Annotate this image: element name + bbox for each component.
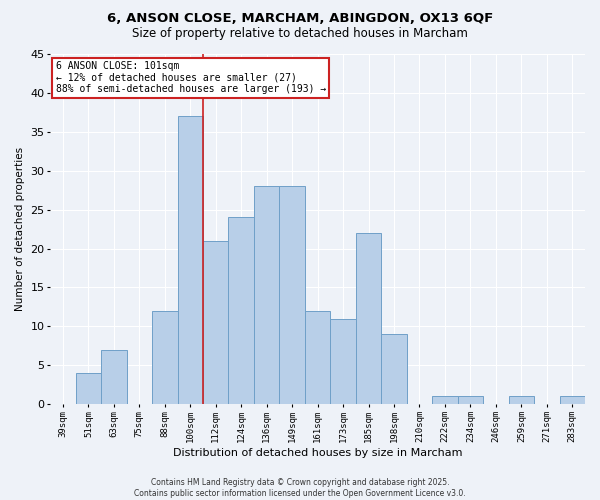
Bar [254, 186, 280, 404]
Text: Contains HM Land Registry data © Crown copyright and database right 2025.
Contai: Contains HM Land Registry data © Crown c… [134, 478, 466, 498]
Bar [152, 311, 178, 404]
Bar [305, 311, 331, 404]
Text: 6 ANSON CLOSE: 101sqm
← 12% of detached houses are smaller (27)
88% of semi-deta: 6 ANSON CLOSE: 101sqm ← 12% of detached … [56, 61, 326, 94]
Bar [331, 318, 356, 404]
Text: Size of property relative to detached houses in Marcham: Size of property relative to detached ho… [132, 28, 468, 40]
Bar [178, 116, 203, 404]
X-axis label: Distribution of detached houses by size in Marcham: Distribution of detached houses by size … [173, 448, 463, 458]
Bar [432, 396, 458, 404]
Bar [458, 396, 483, 404]
Bar [280, 186, 305, 404]
Bar [203, 240, 229, 404]
Y-axis label: Number of detached properties: Number of detached properties [15, 147, 25, 311]
Bar [381, 334, 407, 404]
Bar [76, 373, 101, 404]
Bar [229, 218, 254, 404]
Bar [101, 350, 127, 404]
Text: 6, ANSON CLOSE, MARCHAM, ABINGDON, OX13 6QF: 6, ANSON CLOSE, MARCHAM, ABINGDON, OX13 … [107, 12, 493, 26]
Bar [509, 396, 534, 404]
Bar [356, 233, 381, 404]
Bar [560, 396, 585, 404]
